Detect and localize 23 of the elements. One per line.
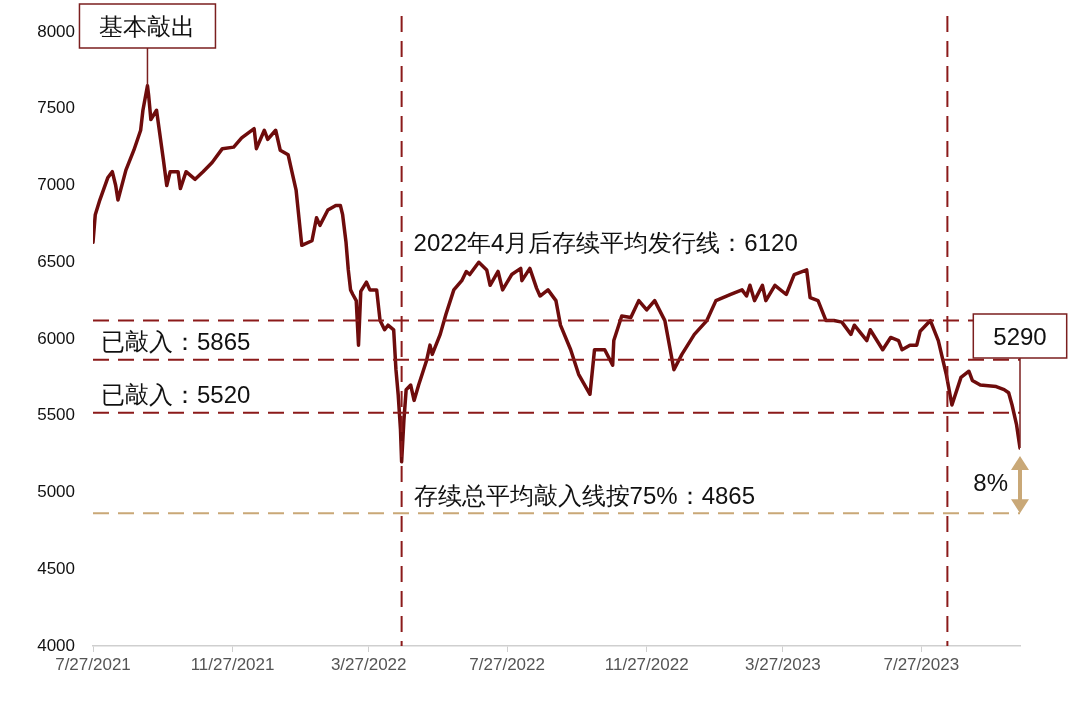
y-tick-label: 5000	[37, 482, 75, 502]
x-tick-label: 7/27/2023	[883, 654, 960, 674]
x-tick-label: 3/27/2023	[745, 654, 821, 674]
annotation: 基本敲出	[99, 12, 196, 40]
y-tick-label: 7500	[37, 98, 75, 118]
annotation: 5290	[993, 322, 1047, 350]
y-tick-label: 6500	[37, 251, 75, 271]
annotation: 8%	[973, 469, 1008, 497]
y-tick-label: 6000	[37, 328, 75, 348]
ref-line-label: 存续总平均敲入线按75%：4865	[413, 481, 756, 509]
y-tick-label: 4000	[37, 635, 75, 655]
y-tick-label: 8000	[37, 21, 75, 41]
y-tick-label: 4500	[37, 558, 75, 578]
x-tick-label: 11/27/2021	[190, 654, 275, 674]
y-tick-label: 7000	[37, 175, 75, 195]
x-tick-label: 7/27/2021	[55, 654, 131, 674]
x-tick-label: 3/27/2022	[330, 654, 407, 674]
ref-line-label: 2022年4月后存续平均发行线：6120	[413, 229, 798, 257]
x-tick-label: 11/27/2022	[604, 654, 689, 674]
y-tick-label: 5500	[37, 405, 75, 425]
ref-line-label: 已敲入：5865	[101, 328, 251, 356]
ref-line-label: 已敲入：5520	[101, 381, 251, 409]
x-tick-label: 7/27/2022	[469, 654, 545, 674]
